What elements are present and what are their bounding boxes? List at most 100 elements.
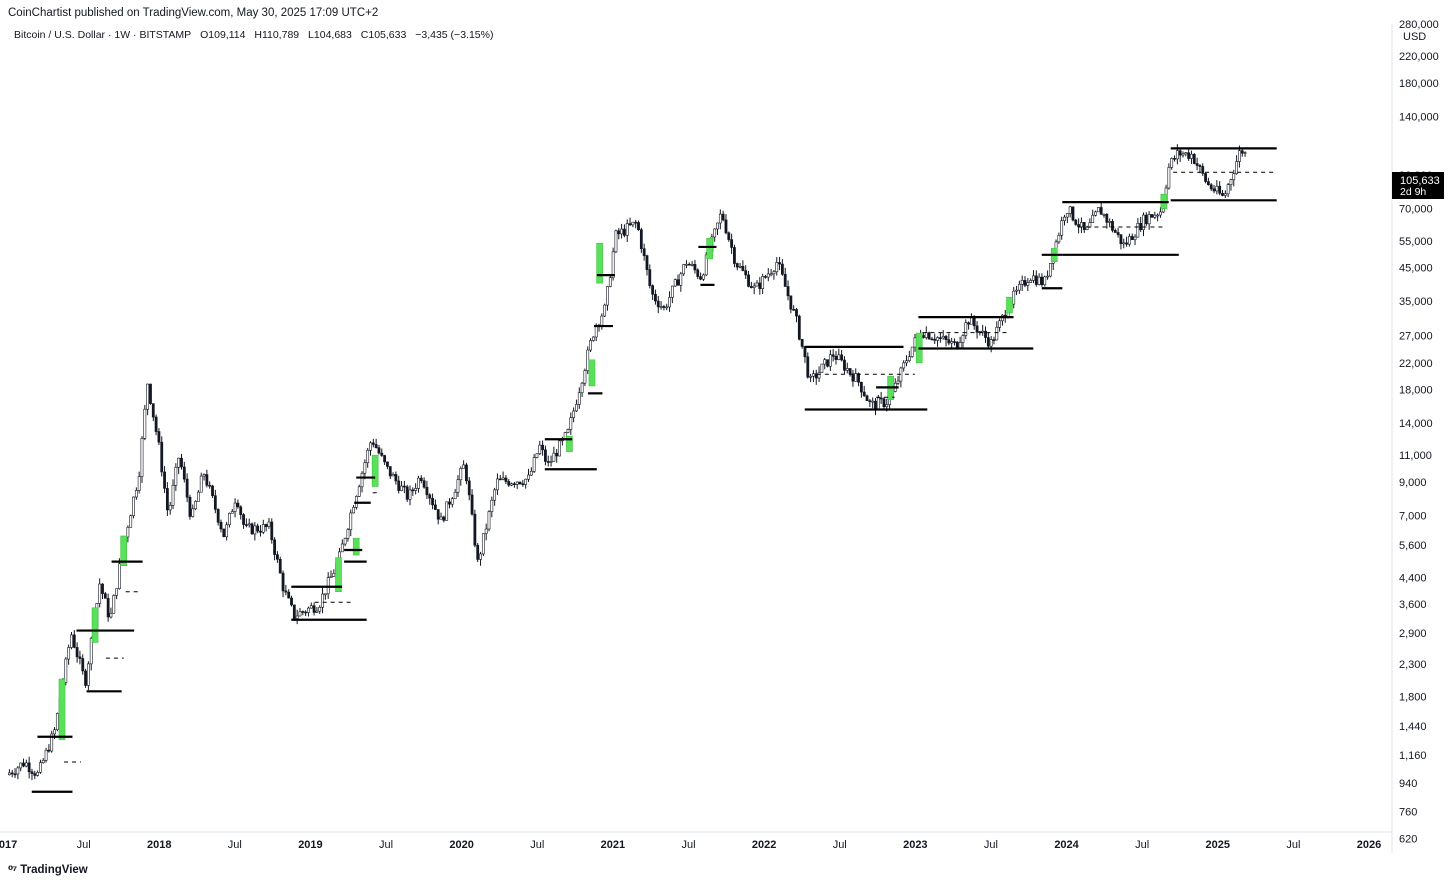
candle <box>41 758 45 764</box>
candle <box>363 459 367 480</box>
price-tick-label: 14,000 <box>1399 418 1433 430</box>
price-axis[interactable]: 280,000220,000180,000140,00090,00070,000… <box>1399 19 1439 846</box>
candle <box>445 501 449 521</box>
candle <box>733 244 736 268</box>
candle <box>1074 218 1078 226</box>
candle <box>541 440 544 456</box>
candle <box>422 477 426 489</box>
candle <box>648 264 652 289</box>
candle <box>1192 153 1196 165</box>
candle <box>524 478 528 489</box>
month-tick-label: Jul <box>984 839 998 851</box>
candle <box>1046 270 1049 280</box>
price-tick-label: 760 <box>1399 806 1417 818</box>
price-tick-label: 1,800 <box>1399 691 1427 703</box>
candle <box>552 446 556 462</box>
candle <box>721 210 725 222</box>
candle <box>775 257 779 276</box>
candle <box>400 481 403 492</box>
candle <box>264 523 268 532</box>
candle <box>893 378 897 393</box>
breakout-candle <box>352 537 360 556</box>
candle <box>298 607 302 617</box>
last-price-label: 105,633 <box>1400 175 1440 187</box>
candle <box>662 304 666 311</box>
candle <box>360 471 364 493</box>
candle <box>1243 151 1247 157</box>
breakout-candle <box>58 678 66 741</box>
price-tick-label: 35,000 <box>1399 296 1433 308</box>
candle <box>795 308 798 323</box>
candle <box>614 229 618 254</box>
breakout-candle <box>706 238 713 260</box>
candle <box>984 326 987 343</box>
candle <box>177 457 181 474</box>
candle <box>899 366 903 388</box>
candle <box>44 747 48 763</box>
candle <box>47 744 51 753</box>
candle <box>933 333 937 344</box>
candle <box>349 509 353 537</box>
candle <box>388 466 392 479</box>
candle <box>1026 278 1030 291</box>
candle <box>1080 217 1083 234</box>
month-tick-label: Jul <box>228 839 242 851</box>
candle <box>476 543 480 563</box>
candle <box>1023 276 1027 288</box>
candle <box>304 610 308 617</box>
candle <box>329 570 333 578</box>
candle <box>679 271 683 292</box>
candle <box>357 484 361 498</box>
candle <box>1167 163 1171 190</box>
ohlc-high: H110,789 <box>254 29 300 41</box>
month-tick-label: Jul <box>77 839 91 851</box>
candle <box>504 475 508 485</box>
candle <box>425 480 429 500</box>
candle <box>448 498 451 509</box>
candle <box>501 471 505 481</box>
candle <box>242 513 245 529</box>
candle <box>1133 234 1137 246</box>
candle <box>143 405 147 441</box>
candle <box>936 336 939 347</box>
candle <box>812 370 815 383</box>
candle <box>405 484 409 502</box>
last-price-badge <box>1392 172 1444 199</box>
candle <box>417 475 420 493</box>
year-tick-label: 2021 <box>601 839 625 851</box>
candle <box>555 448 559 463</box>
time-axis[interactable]: 2017 Jul 2018 Jul 2019 Jul 2020 Jul 2021 Jul 2022 J… <box>0 839 1381 851</box>
candle <box>620 223 623 239</box>
candle <box>735 262 739 271</box>
ohlc-change: −3,435 (−3.15%) <box>415 29 494 41</box>
candle <box>165 482 169 516</box>
candle <box>374 438 378 449</box>
price-tick-label: 2,900 <box>1399 628 1427 640</box>
symbol-name[interactable]: Bitcoin / U.S. Dollar · 1W · BITSTAMP <box>14 29 192 41</box>
candle <box>371 438 375 448</box>
candle <box>1212 185 1216 194</box>
tradingview-logo-icon: ⁰⁷ <box>8 863 17 877</box>
candle <box>518 481 522 485</box>
candle <box>558 439 561 457</box>
candle <box>699 272 702 281</box>
price-tick-label: 940 <box>1399 778 1417 790</box>
candle <box>1178 149 1182 162</box>
plot-area[interactable] <box>8 144 1247 781</box>
candle <box>154 414 158 436</box>
candle <box>783 267 787 287</box>
candle <box>118 558 121 590</box>
tradingview-logo[interactable]: ⁰⁷ TradingView <box>8 863 88 877</box>
breakout-candle <box>588 359 596 387</box>
candle <box>544 445 547 466</box>
price-tick-label: 5,600 <box>1399 540 1427 552</box>
candle <box>843 356 846 374</box>
symbol-legend: Bitcoin / U.S. Dollar · 1W · BITSTAMP O1… <box>14 29 499 41</box>
month-tick-label: Jul <box>379 839 393 851</box>
candle <box>39 759 42 774</box>
year-tick-label: 2019 <box>298 839 322 851</box>
candle <box>1105 213 1109 229</box>
candle <box>713 228 717 242</box>
candle <box>278 556 282 574</box>
